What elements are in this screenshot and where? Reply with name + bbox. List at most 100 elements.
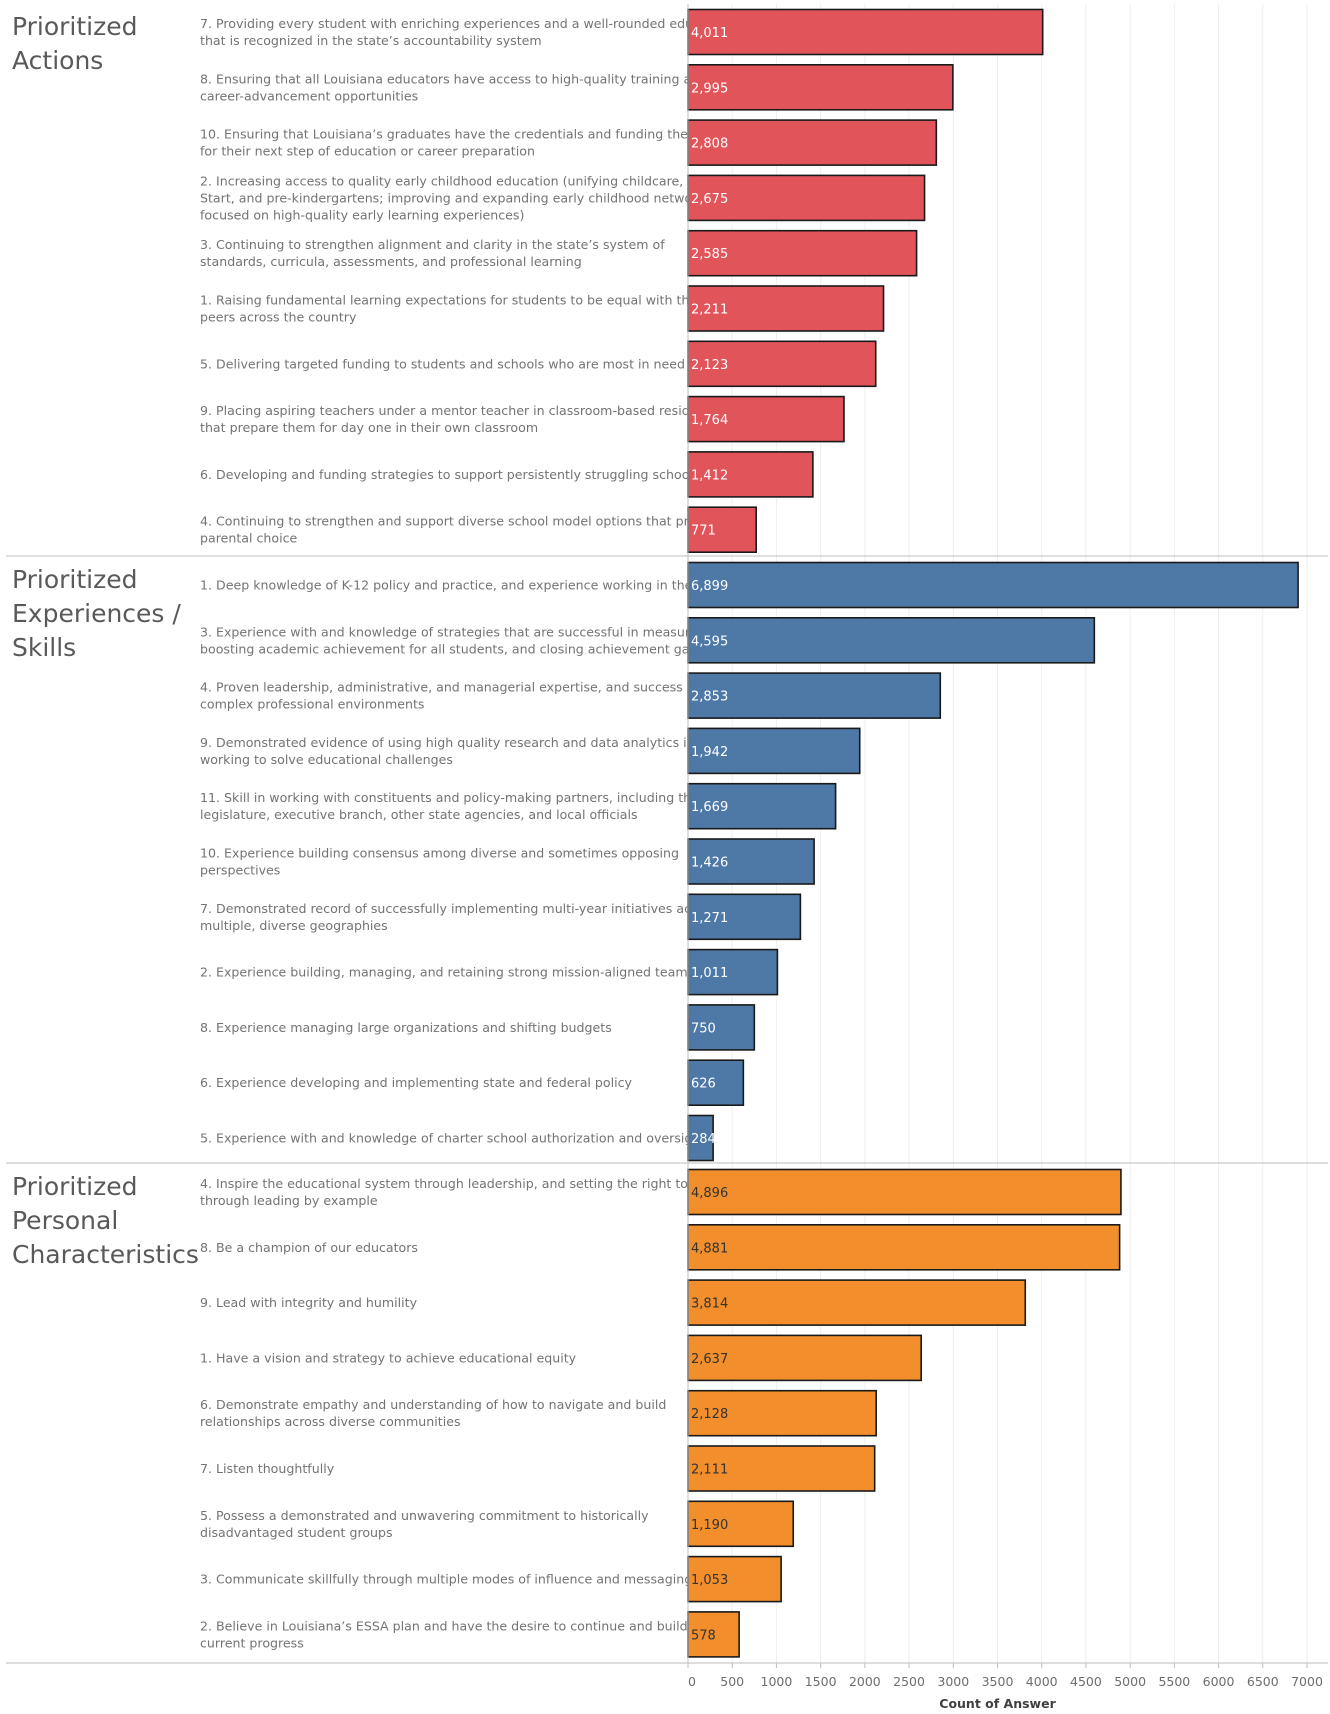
category-label: 3. Communicate skillfully through multip… — [200, 1572, 696, 1587]
category-label: through leading by example — [200, 1193, 378, 1208]
data-label: 2,211 — [691, 303, 728, 318]
category-label: 1. Have a vision and strategy to achieve… — [200, 1350, 577, 1365]
bar — [687, 561, 1299, 609]
category-label: 2. Increasing access to quality early ch… — [200, 173, 720, 188]
panel-title-line: Experiences / — [12, 599, 181, 628]
data-label: 771 — [691, 524, 716, 539]
x-tick-label: 4000 — [1026, 1674, 1058, 1689]
data-label: 2,585 — [691, 247, 728, 262]
data-label: 2,111 — [691, 1463, 728, 1478]
category-label: that is recognized in the state’s accoun… — [200, 33, 542, 48]
bar — [687, 727, 861, 775]
category-label: focused on high-quality early learning e… — [200, 207, 524, 222]
panel-title-line: Prioritized — [12, 565, 138, 594]
category-label: 3. Experience with and knowledge of stra… — [200, 624, 717, 639]
category-label: parental choice — [200, 531, 298, 546]
data-label: 2,637 — [691, 1352, 728, 1367]
data-label: 2,808 — [691, 137, 728, 152]
bar — [687, 893, 802, 941]
category-label: legislature, executive branch, other sta… — [200, 807, 638, 822]
data-label: 1,412 — [691, 468, 728, 483]
bar — [687, 285, 885, 332]
category-label: complex professional environments — [200, 697, 424, 712]
category-label: 5. Delivering targeted funding to studen… — [200, 356, 685, 371]
data-label: 4,595 — [691, 634, 728, 649]
category-label: 7. Listen thoughtfully — [200, 1461, 335, 1476]
category-label: 7. Providing every student with enrichin… — [200, 16, 732, 31]
bar — [687, 1611, 740, 1658]
category-label: 11. Skill in working with constituents a… — [200, 790, 699, 805]
bar — [687, 1334, 922, 1382]
x-tick-label: 7000 — [1291, 1674, 1323, 1689]
data-label: 4,011 — [691, 26, 728, 41]
category-label: 4. Inspire the educational system throug… — [200, 1176, 704, 1191]
data-label: 1,764 — [691, 413, 728, 428]
data-label: 1,426 — [691, 856, 728, 871]
x-tick-label: 0 — [688, 1674, 696, 1689]
data-label: 3,814 — [691, 1297, 728, 1312]
bar — [687, 616, 1096, 664]
x-tick-label: 1000 — [761, 1674, 793, 1689]
category-label: 10. Ensuring that Louisiana’s graduates … — [200, 127, 731, 142]
category-label: working to solve educational challenges — [200, 752, 453, 767]
x-tick-label: 5000 — [1114, 1674, 1146, 1689]
x-axis-title: Count of Answer — [939, 1696, 1056, 1711]
category-label: 9. Demonstrated evidence of using high q… — [200, 735, 695, 750]
category-label: 4. Continuing to strengthen and support … — [200, 514, 729, 529]
category-label: 5. Possess a demonstrated and unwavering… — [200, 1508, 649, 1523]
panel-title-line: Skills — [12, 633, 76, 662]
data-label: 2,853 — [691, 690, 728, 705]
data-label: 578 — [691, 1628, 716, 1643]
bar — [687, 838, 815, 885]
bar — [687, 1445, 876, 1492]
category-label: 1. Deep knowledge of K-12 policy and pra… — [200, 578, 728, 593]
category-label: 3. Continuing to strengthen alignment an… — [200, 237, 665, 252]
panel-title-line: Prioritized — [12, 1172, 138, 1201]
data-label: 1,011 — [691, 966, 728, 981]
category-label: 1. Raising fundamental learning expectat… — [200, 293, 707, 308]
category-label: for their next step of education or care… — [200, 144, 535, 159]
data-label: 1,053 — [691, 1573, 728, 1588]
data-label: 2,128 — [691, 1407, 728, 1422]
bar — [687, 1224, 1121, 1271]
panel-title-line: Characteristics — [12, 1240, 199, 1269]
category-label: 7. Demonstrated record of successfully i… — [200, 901, 717, 916]
category-label: peers across the country — [200, 310, 357, 325]
data-label: 4,881 — [691, 1241, 728, 1256]
category-label: 6. Experience developing and implementin… — [200, 1075, 633, 1090]
category-label: 10. Experience building consensus among … — [200, 846, 679, 861]
bar — [687, 174, 926, 222]
category-label: career-advancement opportunities — [200, 88, 418, 103]
x-tick-label: 3000 — [937, 1674, 969, 1689]
data-label: 750 — [691, 1021, 716, 1036]
bar — [687, 395, 845, 443]
category-label: multiple, diverse geographies — [200, 918, 388, 933]
x-tick-label: 3500 — [982, 1674, 1014, 1689]
category-label: that prepare them for day one in their o… — [200, 420, 538, 435]
panel-title-line: Personal — [12, 1206, 118, 1235]
data-label: 2,675 — [691, 192, 728, 207]
category-label: 6. Developing and funding strategies to … — [200, 467, 699, 482]
bar — [687, 1059, 745, 1106]
category-label: relationships across diverse communities — [200, 1414, 461, 1429]
data-label: 1,190 — [691, 1518, 728, 1533]
panel-title-line: Prioritized — [12, 12, 138, 41]
x-tick-label: 1500 — [805, 1674, 837, 1689]
category-label: standards, curricula, assessments, and p… — [200, 254, 582, 269]
x-tick-label: 2000 — [849, 1674, 881, 1689]
category-label: boosting academic achievement for all st… — [200, 641, 704, 656]
category-label: current progress — [200, 1635, 304, 1650]
x-tick-label: 500 — [720, 1674, 744, 1689]
category-label: 8. Be a champion of our educators — [200, 1240, 418, 1255]
x-tick-label: 6500 — [1247, 1674, 1279, 1689]
bar — [687, 1279, 1027, 1326]
category-label: 6. Demonstrate empathy and understanding… — [200, 1397, 666, 1412]
x-tick-label: 5500 — [1158, 1674, 1190, 1689]
bar — [687, 451, 814, 498]
category-label: disadvantaged student groups — [200, 1525, 393, 1540]
panel-title-line: Actions — [12, 46, 103, 75]
x-tick-label: 6000 — [1203, 1674, 1235, 1689]
data-label: 284 — [691, 1132, 716, 1147]
data-label: 2,995 — [691, 81, 728, 96]
